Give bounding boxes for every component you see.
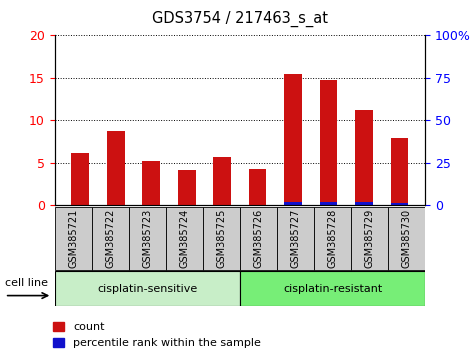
Bar (277, 207, 314, 269)
Bar (92, 207, 129, 269)
Bar (240, 271, 425, 306)
Bar (388, 207, 425, 269)
Text: GSM385722: GSM385722 (105, 209, 115, 268)
Text: GSM385727: GSM385727 (290, 209, 301, 268)
Text: GSM385728: GSM385728 (327, 209, 338, 268)
Text: GSM385729: GSM385729 (364, 209, 375, 268)
Bar (129, 207, 166, 269)
Text: GSM385721: GSM385721 (68, 209, 78, 268)
Bar (284, 74, 302, 205)
Text: GSM385723: GSM385723 (142, 209, 152, 268)
Bar (213, 157, 231, 205)
Bar (107, 131, 124, 205)
Bar (320, 202, 337, 205)
Bar (142, 161, 160, 205)
Bar (178, 171, 196, 205)
Text: cisplatin-resistant: cisplatin-resistant (283, 284, 382, 293)
Bar (284, 202, 302, 205)
Text: cell line: cell line (5, 278, 48, 288)
Bar (351, 207, 388, 269)
Text: GSM385726: GSM385726 (253, 209, 264, 268)
Bar (55, 271, 239, 306)
Text: GSM385725: GSM385725 (216, 209, 227, 268)
Text: GDS3754 / 217463_s_at: GDS3754 / 217463_s_at (152, 11, 328, 27)
Bar (355, 201, 373, 205)
Bar (55, 207, 92, 269)
Bar (390, 203, 408, 205)
Bar (390, 138, 408, 205)
Text: cisplatin-sensitive: cisplatin-sensitive (97, 284, 198, 293)
Bar (71, 153, 89, 205)
Text: GSM385730: GSM385730 (401, 209, 412, 268)
Bar (355, 110, 373, 205)
Legend: count, percentile rank within the sample: count, percentile rank within the sample (53, 322, 261, 348)
Bar (314, 207, 351, 269)
Bar (240, 207, 277, 269)
Text: GSM385724: GSM385724 (179, 209, 190, 268)
Bar (166, 207, 203, 269)
Bar (320, 80, 337, 205)
Bar (249, 169, 266, 205)
Bar (203, 207, 240, 269)
